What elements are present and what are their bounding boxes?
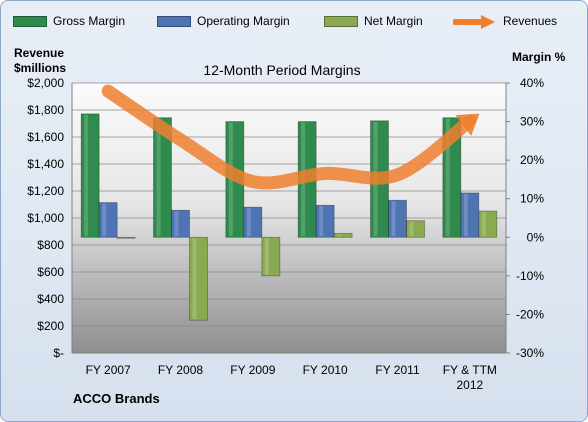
bar-highlight bbox=[391, 201, 396, 237]
bar-highlight bbox=[481, 212, 486, 237]
right-tick-label: -10% bbox=[516, 269, 544, 283]
right-tick-label: 20% bbox=[520, 153, 544, 167]
bar-highlight bbox=[156, 118, 161, 237]
left-tick-label: $- bbox=[53, 346, 64, 360]
bar-highlight bbox=[102, 203, 107, 237]
right-axis-label: Margin % bbox=[512, 50, 566, 64]
revenue-arrowhead bbox=[455, 113, 480, 137]
bar-net-margin bbox=[116, 236, 136, 239]
bar-highlight bbox=[264, 238, 269, 275]
left-tick-label: $1,600 bbox=[27, 130, 64, 144]
x-tick-label: FY 2010 bbox=[303, 363, 348, 377]
bar-operating-margin bbox=[171, 209, 190, 238]
left-axis-label-line2: $millions bbox=[14, 61, 66, 75]
legend-net-margin-label: Net Margin bbox=[364, 14, 423, 28]
legend-net-margin: Net Margin bbox=[324, 13, 423, 29]
legend-revenues-label: Revenues bbox=[503, 14, 558, 28]
left-tick-label: $800 bbox=[37, 238, 64, 252]
bar-operating-margin bbox=[98, 202, 118, 238]
bar-highlight bbox=[84, 114, 89, 237]
left-tick-label: $1,400 bbox=[27, 157, 64, 171]
left-axis-label-line1: Revenue bbox=[14, 46, 64, 60]
revenue-line bbox=[101, 84, 477, 190]
left-tick-label: $400 bbox=[37, 292, 64, 306]
legend-operating-margin-swatch bbox=[157, 16, 191, 28]
bar-highlight bbox=[337, 234, 342, 237]
bar-operating-margin bbox=[243, 206, 263, 238]
right-tick-label: -30% bbox=[516, 346, 544, 360]
x-tick-label: FY 2008 bbox=[158, 363, 203, 377]
bar-highlight bbox=[246, 208, 251, 237]
left-tick-label: $600 bbox=[37, 265, 64, 279]
left-tick-label: $2,000 bbox=[27, 76, 64, 90]
bar-net-margin bbox=[478, 210, 498, 238]
right-tick-label: -20% bbox=[516, 307, 544, 321]
bar-highlight bbox=[319, 206, 324, 237]
bar-highlight bbox=[192, 238, 197, 320]
right-tick-label: 0% bbox=[527, 230, 545, 244]
right-tick-label: 40% bbox=[520, 76, 544, 90]
bar-highlight bbox=[409, 221, 414, 237]
legend-gross-margin: Gross Margin bbox=[13, 13, 125, 29]
bar-net-margin bbox=[406, 220, 425, 238]
left-tick-label: $1,200 bbox=[27, 184, 64, 198]
legend-gross-margin-swatch bbox=[13, 16, 47, 28]
x-tick-label: 2012 bbox=[456, 378, 483, 392]
x-tick-label: FY 2011 bbox=[375, 363, 420, 377]
bar-operating-margin bbox=[315, 204, 335, 238]
bar-net-margin bbox=[261, 236, 281, 277]
legend-revenues-arrow-icon bbox=[453, 14, 495, 29]
legend-net-margin-swatch bbox=[324, 16, 358, 28]
bar-operating-margin bbox=[388, 199, 407, 238]
bar-gross-margin bbox=[153, 117, 172, 238]
x-tick-label: FY 2007 bbox=[86, 363, 131, 377]
chart-title: 12-Month Period Margins bbox=[203, 62, 360, 78]
x-tick-label: FY & TTM bbox=[443, 363, 497, 377]
bar-highlight bbox=[445, 118, 450, 237]
right-tick-label: 30% bbox=[520, 115, 544, 129]
x-tick-label: FY 2009 bbox=[230, 363, 275, 377]
left-tick-label: $200 bbox=[37, 319, 64, 333]
bar-net-margin bbox=[333, 233, 353, 238]
legend-gross-margin-label: Gross Margin bbox=[53, 14, 126, 28]
left-tick-label: $1,800 bbox=[27, 103, 64, 117]
left-tick-label: $1,000 bbox=[27, 211, 64, 225]
bar-highlight bbox=[174, 211, 179, 237]
legend-revenues: Revenues bbox=[453, 13, 557, 29]
bar-net-margin bbox=[189, 236, 208, 321]
legend-operating-margin: Operating Margin bbox=[157, 13, 290, 29]
right-tick-label: 10% bbox=[520, 192, 544, 206]
legend-operating-margin-label: Operating Margin bbox=[197, 14, 290, 28]
bar-operating-margin bbox=[460, 192, 480, 238]
bar-gross-margin bbox=[80, 113, 100, 238]
company-name: ACCO Brands bbox=[73, 391, 160, 406]
bar-highlight bbox=[463, 193, 468, 237]
